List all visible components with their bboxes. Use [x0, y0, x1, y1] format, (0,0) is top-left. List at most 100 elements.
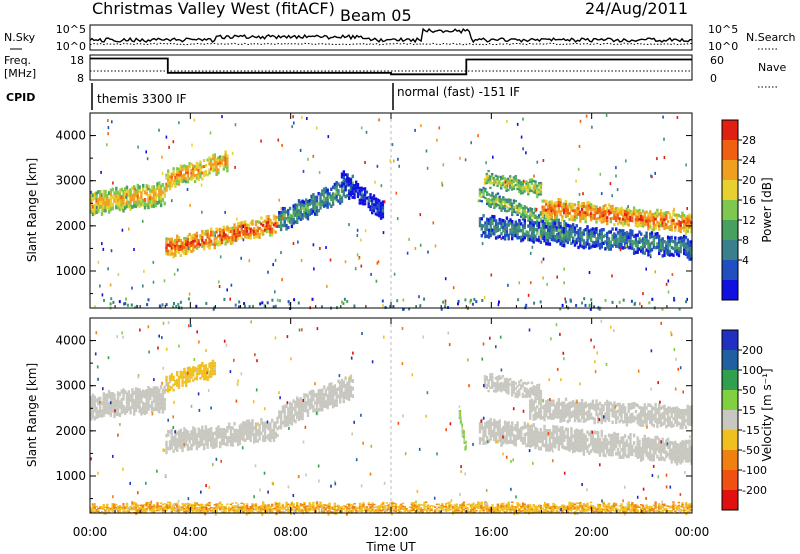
velocity-cell [561, 441, 564, 445]
velocity-cell [516, 428, 519, 433]
power-cell [636, 212, 639, 216]
power-cell [176, 173, 179, 177]
power-speckle [226, 288, 228, 292]
power-cell [606, 207, 609, 211]
power-speckle [649, 253, 652, 257]
velocity-cell [638, 405, 641, 410]
velocity-cell [611, 433, 614, 438]
power-cell [588, 242, 591, 247]
power-cell [371, 196, 374, 200]
power-cell [242, 233, 245, 236]
velocity-cell [186, 430, 190, 434]
power-cell [550, 215, 553, 219]
cpid-panel: CPID themis 3300 IF normal (fast) -151 I… [6, 83, 520, 110]
velocity-cell [656, 407, 659, 412]
frequency-panel: Freq. [MHz] Nave 18 8 60 0 [4, 54, 786, 88]
power-cell [521, 238, 525, 242]
power-cell [174, 244, 177, 248]
velocity-cell [686, 455, 689, 460]
velocity-cell [91, 402, 95, 407]
power-cell [622, 239, 625, 243]
velocity-cell [204, 425, 208, 429]
power-cell [631, 213, 634, 217]
power-speckle [673, 207, 675, 211]
power-cell [95, 195, 98, 200]
power-cell [337, 199, 340, 203]
power-cell [197, 239, 200, 243]
power-cell [186, 180, 190, 184]
power-cell [532, 240, 535, 244]
power-cell [570, 217, 573, 221]
power-cell [367, 205, 370, 209]
velocity-cell [281, 405, 285, 410]
power-cell [285, 223, 288, 228]
velocity-cell [224, 442, 227, 446]
power-speckle [291, 125, 293, 129]
velocity-cell [93, 404, 96, 409]
power-cell [521, 211, 525, 214]
power-cell [310, 211, 313, 215]
power-cell [347, 192, 351, 196]
velocity-cell [154, 402, 157, 407]
power-cell [523, 209, 526, 212]
power-cell [625, 216, 629, 220]
velocity-cell [228, 436, 231, 440]
velocity-cell [210, 372, 213, 376]
velocity-cell [550, 399, 553, 404]
velocity-cell [199, 436, 202, 440]
velocity-cell [91, 510, 95, 513]
velocity-cell [514, 423, 517, 428]
power-cell [647, 246, 650, 250]
velocity-cell [263, 435, 267, 439]
power-cell [379, 213, 383, 217]
power-cell [193, 180, 197, 184]
velocity-cell [340, 382, 344, 387]
velocity-cell [179, 438, 182, 443]
power-cell [170, 181, 173, 185]
power-speckle [382, 304, 384, 308]
velocity-cell [195, 446, 199, 451]
power-cell [518, 225, 521, 230]
power-speckle [665, 282, 668, 286]
power-cell [607, 212, 611, 216]
power-cell [665, 214, 668, 218]
frequency-trace [90, 57, 692, 76]
freq-tick-bottom: 8 [77, 72, 84, 85]
velocity-cell [627, 446, 630, 451]
power-cell [525, 206, 528, 209]
power-cell [580, 217, 584, 221]
velocity-cell [613, 411, 616, 415]
velocity-cell [658, 445, 661, 450]
velocity-cell [552, 432, 555, 437]
power-cell [177, 170, 181, 174]
velocity-cell [109, 412, 113, 417]
power-cell [520, 206, 523, 209]
velocity-cell [597, 438, 600, 443]
velocity-cell [351, 379, 354, 383]
velocity-cell [344, 376, 347, 381]
power-cell [665, 244, 668, 248]
velocity-cell [494, 384, 497, 388]
power-cell [365, 196, 369, 200]
velocity-cell [330, 397, 333, 402]
velocity-cell [516, 393, 519, 396]
velocity-cell [584, 418, 587, 422]
power-cell [224, 236, 227, 240]
velocity-cell [93, 399, 96, 404]
velocity-cell [288, 409, 292, 413]
velocity-cell [554, 404, 557, 408]
power-cell [172, 246, 175, 250]
power-cell [195, 234, 199, 238]
velocity-cell [589, 402, 593, 406]
power-cell [625, 241, 629, 245]
velocity-cell [550, 416, 553, 420]
velocity-cell [244, 438, 247, 442]
power-cell [478, 223, 482, 228]
power-cell [236, 231, 240, 235]
power-near-range-cell [110, 297, 113, 301]
velocity-cell [106, 397, 109, 402]
velocity-cell [640, 446, 643, 451]
velocity-cell [271, 428, 274, 433]
velocity-cell [650, 442, 654, 447]
power-cell [177, 236, 181, 239]
